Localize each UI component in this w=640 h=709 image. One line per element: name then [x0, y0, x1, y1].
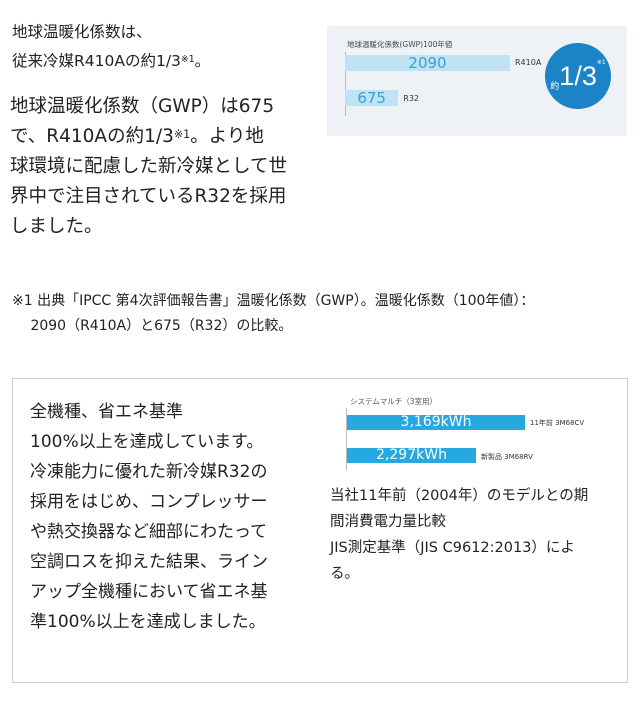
lead-text: 地球温暖化係数は、 従来冷媒R410Aの約1/3※1。	[12, 18, 210, 76]
footnote-mark: ※1	[173, 128, 191, 141]
bar-value-label: 3,169kWh	[400, 414, 472, 430]
caption-line: JIS測定基準（JIS C9612:2013）によ	[330, 540, 575, 556]
bar-category-label: R32	[403, 94, 420, 103]
caption-line: る。	[330, 566, 359, 582]
bar-new-model: 2,297kWh	[347, 447, 477, 463]
text-line: 採用をはじめ、コンプレッサー	[30, 492, 268, 512]
lead-text-part: 従来冷媒R410Aの約1/3	[12, 52, 181, 70]
text-line: 準100%以上を達成しました。	[30, 612, 266, 632]
footnote-line: ※1 出典「IPCC 第4次評価報告書」温暖化係数（GWP）。温暖化係数（100…	[12, 293, 535, 309]
gwp-paragraph: 地球温暖化係数（GWP）は675 で、R410Aの約1/3※1。より地 球環境に…	[10, 92, 287, 242]
bar-value-label: 2090	[408, 54, 447, 72]
chart-caption: 当社11年前（2004年）のモデルとの期 間消費電力量比較 JIS測定基準（JI…	[330, 483, 588, 587]
bar-value-label: 675	[357, 89, 386, 107]
gwp-chart-title: 地球温暖化係数(GWP)100年値	[347, 40, 453, 49]
energy-saving-section	[12, 378, 628, 683]
text-line: 全機種、省エネ基準	[30, 402, 183, 422]
bar-category-label: 11年前 3M68CV	[530, 419, 585, 427]
ratio-circle: 約 1/3 ※1	[545, 43, 611, 109]
text-line: 空調ロスを抑えた結果、ライン	[30, 552, 268, 572]
paragraph-line: 地球温暖化係数（GWP）は675	[10, 96, 275, 117]
text-line: 冷凍能力に優れた新冷媒R32の	[30, 462, 268, 482]
ratio-prefix: 約	[550, 81, 560, 92]
bar-r32: 675	[345, 89, 399, 107]
footnote-line: 2090（R410A）と675（R32）の比較。	[12, 318, 293, 334]
lead-end: 。	[194, 52, 211, 70]
bar-category-label: 新製品 3M68RV	[481, 453, 533, 461]
caption-line: 当社11年前（2004年）のモデルとの期	[330, 488, 589, 504]
paragraph-line: 界中で注目されているR32を採用	[10, 186, 287, 207]
paragraph-part: で、R410Aの約1/3	[10, 126, 174, 147]
paragraph-line: しました。	[10, 216, 103, 237]
paragraph-line: で、R410Aの約1/3※1。より地	[10, 122, 287, 152]
lead-line: 地球温暖化係数は、	[12, 23, 152, 41]
bar-r410a: 2090	[345, 55, 510, 71]
footnote: ※1 出典「IPCC 第4次評価報告書」温暖化係数（GWP）。温暖化係数（100…	[12, 289, 534, 339]
caption-line: 間消費電力量比較	[330, 514, 446, 530]
text-line: や熱交換器など細部にわたって	[30, 522, 268, 542]
text-line: アップ全機種において省エネ基	[30, 582, 268, 602]
energy-chart-title: システムマルチ（3室用）	[350, 397, 438, 406]
paragraph-line: 球環境に配慮した新冷媒として世	[10, 156, 287, 177]
ratio-value: 1/3	[559, 60, 597, 91]
bar-category-label: R410A	[515, 58, 542, 67]
bar-old-model: 3,169kWh	[347, 415, 525, 430]
text-line: 100%以上を達成しています。	[30, 432, 264, 452]
chart-axis	[345, 52, 346, 116]
bar-value-label: 2,297kWh	[376, 447, 447, 463]
energy-saving-text: 全機種、省エネ基準 100%以上を達成しています。 冷凍能力に優れた新冷媒R32…	[30, 397, 268, 637]
lead-line: 従来冷媒R410Aの約1/3※1。	[12, 47, 210, 76]
chart-axis	[346, 408, 347, 470]
paragraph-part: 。より地	[190, 126, 264, 147]
ratio-note: ※1	[596, 59, 606, 66]
footnote-mark: ※1	[180, 54, 195, 65]
